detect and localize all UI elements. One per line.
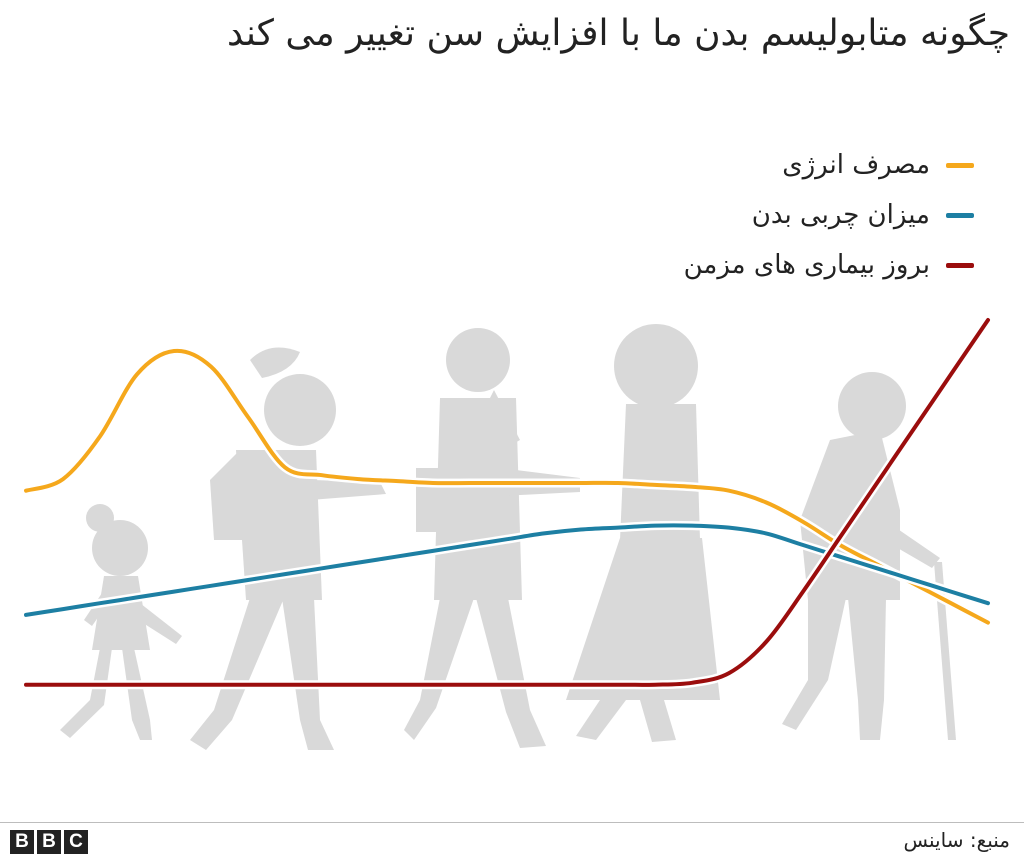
legend-label-body-fat: میزان چربی بدن: [751, 200, 930, 230]
series-layer: [21, 315, 993, 690]
child-silhouette: [60, 504, 182, 740]
life-stage-silhouettes: [60, 324, 956, 750]
legend-swatch-chronic-disease: [946, 262, 974, 268]
chart-title: چگونه متابولیسم بدن ما با افزایش سن تغیی…: [227, 13, 1010, 54]
legend-label-energy: مصرف انرژی: [782, 150, 930, 180]
teen-silhouette: [190, 347, 386, 750]
legend-label-chronic-disease: بروز بیماری های مزمن: [683, 250, 930, 280]
logo-letter-b1: B: [10, 830, 34, 854]
line-chart: [21, 315, 993, 750]
bbc-logo: B B C: [10, 830, 88, 854]
legend-swatch-energy: [946, 162, 974, 168]
middle-aged-silhouette: [566, 324, 720, 742]
series-line-energy: [24, 348, 990, 625]
chart-legend: مصرف انرژی میزان چربی بدن بروز بیماری ها…: [684, 140, 974, 290]
series-line-chronic-disease: [24, 318, 990, 687]
legend-item-chronic-disease: بروز بیماری های مزمن: [684, 240, 974, 290]
legend-swatch-body-fat: [946, 212, 974, 218]
logo-letter-c: C: [64, 830, 88, 854]
source-note: منبع: ساینس: [903, 828, 1010, 852]
footer-divider: [0, 822, 1024, 823]
legend-item-body-fat: میزان چربی بدن: [684, 190, 974, 240]
legend-item-energy: مصرف انرژی: [684, 140, 974, 190]
logo-letter-b2: B: [37, 830, 61, 854]
